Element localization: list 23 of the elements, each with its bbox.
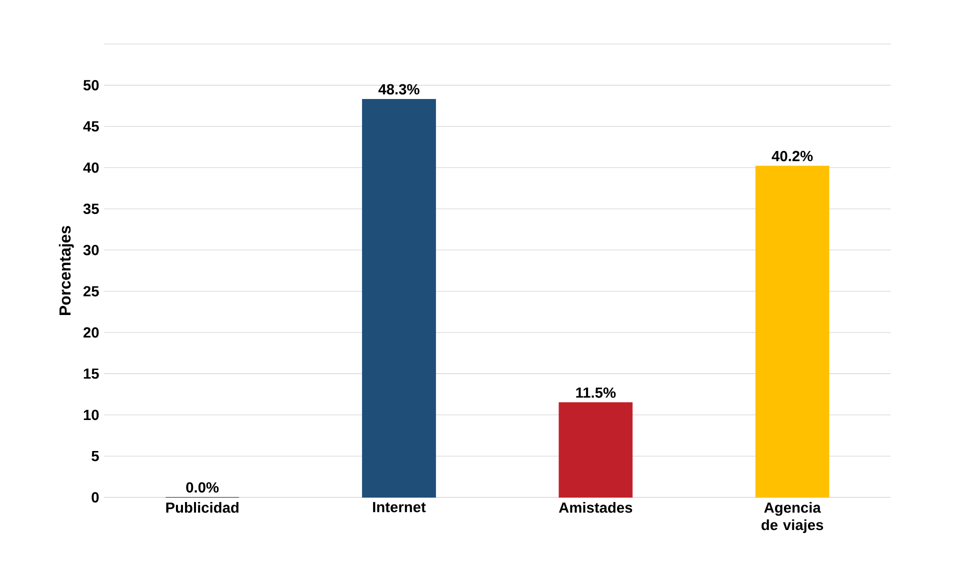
y-tick-label: 15	[84, 368, 99, 379]
data-label: 11.5%	[576, 387, 616, 398]
y-tick-label: 30	[83, 244, 99, 256]
bar	[362, 98, 436, 498]
x-tick-label: Agencia de viajes	[762, 502, 824, 534]
x-tick-label: Amistades	[558, 502, 632, 513]
y-tick-label: 25	[83, 286, 99, 296]
x-tick-label: Publicidad	[166, 502, 238, 513]
data-label: 0.0%	[186, 482, 219, 493]
y-tick-label: 45	[83, 121, 99, 132]
y-tick-label: 40	[83, 162, 99, 173]
bar	[755, 166, 830, 498]
y-tick-label: 10	[84, 410, 99, 420]
y-tick-label: 5	[92, 451, 99, 462]
y-tick-label: 50	[83, 80, 99, 90]
x-tick-label: Internet	[373, 502, 426, 512]
y-tick-label: 20	[83, 327, 99, 338]
y-axis-title: Porcentajes	[58, 226, 74, 315]
data-label: 40.2%	[772, 150, 813, 162]
data-label: 48.3%	[378, 84, 420, 95]
bar	[558, 402, 633, 498]
y-tick-label: 35	[83, 204, 99, 214]
y-tick-label: 0	[92, 492, 99, 503]
